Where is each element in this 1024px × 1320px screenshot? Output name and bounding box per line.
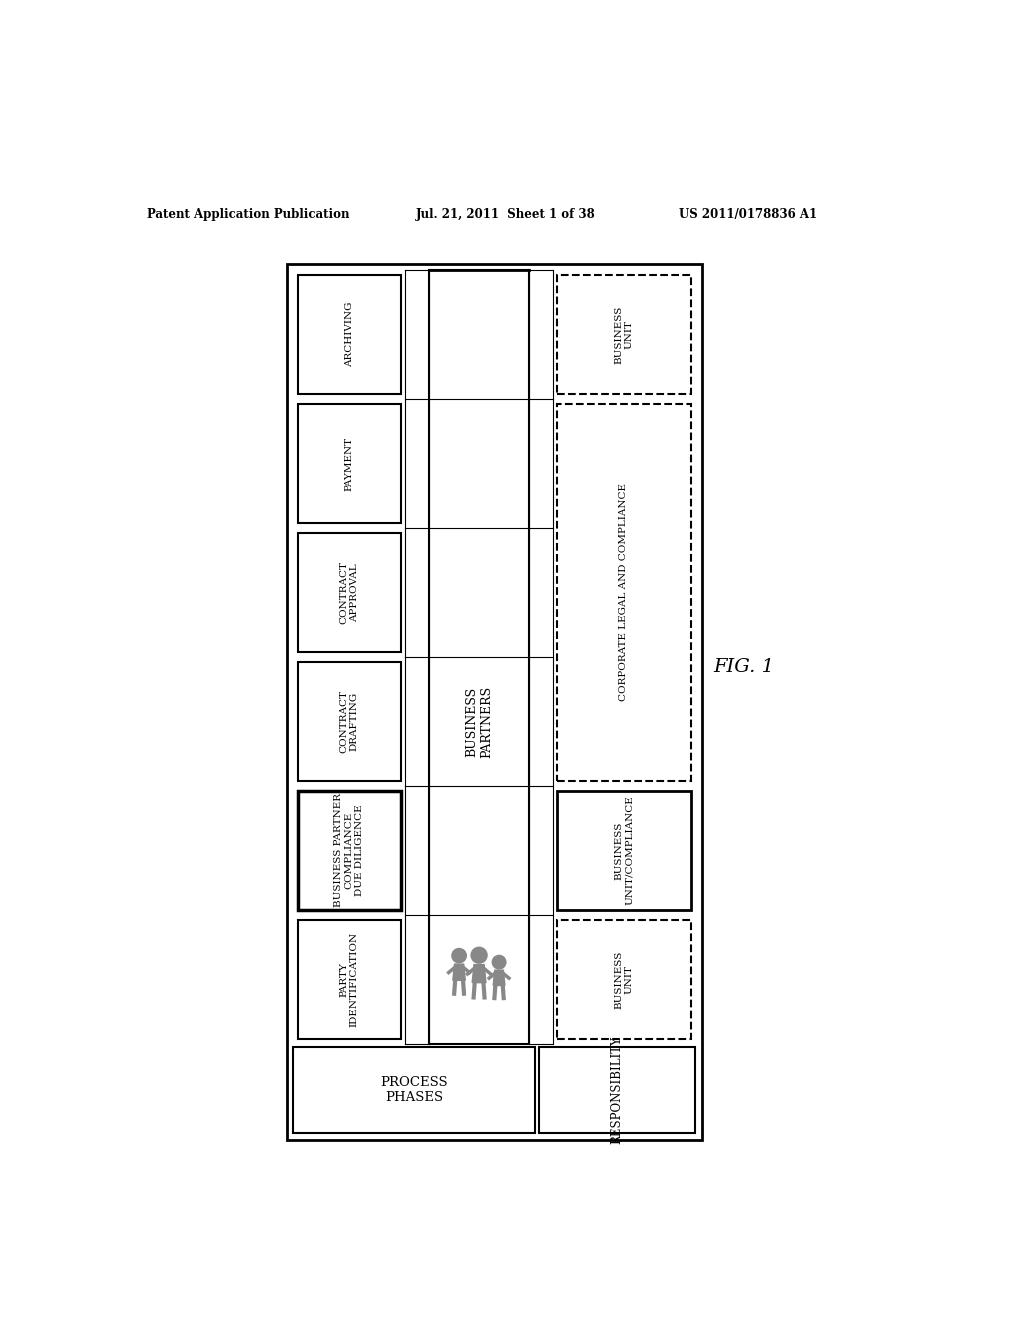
Text: CONTRACT
APPROVAL: CONTRACT APPROVAL	[340, 561, 359, 624]
Bar	[298, 661, 400, 781]
Bar	[539, 1047, 695, 1133]
Bar	[557, 404, 690, 781]
Text: PROCESS
PHASES: PROCESS PHASES	[380, 1076, 447, 1104]
Text: BUSINESS
UNIT/COMPLIANCE: BUSINESS UNIT/COMPLIANCE	[614, 796, 634, 906]
Text: RESPONSIBILITY: RESPONSIBILITY	[610, 1036, 624, 1144]
Text: BUSINESS
PARTNERS: BUSINESS PARTNERS	[465, 685, 494, 758]
Bar	[298, 532, 400, 652]
Text: ARCHIVING: ARCHIVING	[345, 302, 353, 367]
Bar	[557, 920, 690, 1039]
Text: US 2011/0178836 A1: US 2011/0178836 A1	[679, 209, 817, 222]
Bar	[557, 275, 690, 395]
Text: PARTY
IDENTIFICATION: PARTY IDENTIFICATION	[340, 932, 359, 1027]
Circle shape	[493, 956, 506, 969]
Polygon shape	[453, 964, 465, 981]
Bar	[557, 791, 690, 911]
Text: CORPORATE LEGAL AND COMPLIANCE: CORPORATE LEGAL AND COMPLIANCE	[620, 483, 629, 701]
Polygon shape	[472, 965, 486, 982]
Bar	[298, 791, 400, 911]
Bar	[287, 264, 701, 1140]
Text: Jul. 21, 2011  Sheet 1 of 38: Jul. 21, 2011 Sheet 1 of 38	[416, 209, 595, 222]
Polygon shape	[494, 970, 505, 986]
Circle shape	[471, 948, 487, 964]
Text: FIG. 1: FIG. 1	[714, 657, 774, 676]
Circle shape	[452, 949, 466, 962]
Text: CONTRACT
DRAFTING: CONTRACT DRAFTING	[340, 690, 359, 752]
Text: BUSINESS
UNIT: BUSINESS UNIT	[614, 950, 634, 1008]
Bar	[298, 920, 400, 1039]
Bar	[293, 1047, 535, 1133]
Text: BUSINESS PARTNER
COMPLIANCE
DUE DILIGENCE: BUSINESS PARTNER COMPLIANCE DUE DILIGENC…	[335, 793, 365, 907]
Bar	[298, 404, 400, 524]
Text: Patent Application Publication: Patent Application Publication	[146, 209, 349, 222]
Bar	[298, 275, 400, 395]
Text: PAYMENT: PAYMENT	[345, 437, 353, 491]
Text: BUSINESS
UNIT: BUSINESS UNIT	[614, 305, 634, 364]
